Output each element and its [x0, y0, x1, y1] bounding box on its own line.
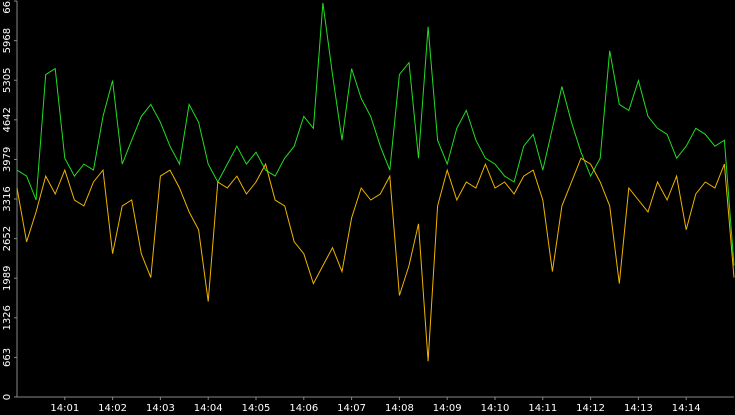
y-tick-label: 6632 — [2, 0, 13, 14]
x-tick-label: 14:06 — [289, 403, 318, 414]
y-tick-label: 663 — [2, 348, 13, 367]
x-tick-label: 14:13 — [624, 403, 653, 414]
x-tick-label: 14:05 — [242, 403, 271, 414]
y-tick-label: 3316 — [2, 186, 13, 211]
x-tick-label: 14:01 — [50, 403, 79, 414]
y-tick-label: 4642 — [2, 107, 13, 132]
x-tick-label: 14:07 — [337, 403, 366, 414]
y-tick-label: 5968 — [2, 28, 13, 53]
x-tick-label: 14:02 — [98, 403, 127, 414]
y-tick-label: 1989 — [2, 266, 13, 291]
x-tick-label: 14:04 — [194, 403, 223, 414]
series-line — [16, 157, 735, 362]
y-tick-label: 1326 — [2, 305, 13, 330]
x-tick-label: 14:10 — [481, 403, 510, 414]
y-tick-label: 2652 — [2, 226, 13, 251]
x-tick-label: 14:09 — [433, 403, 462, 414]
y-tick-label: 3979 — [2, 147, 13, 172]
x-tick-label: 14:12 — [576, 403, 605, 414]
x-tick-label: 14:08 — [385, 403, 414, 414]
y-tick-label: 0 — [2, 394, 13, 400]
series-line — [16, 2, 735, 266]
x-tick-label: 14:03 — [146, 403, 175, 414]
x-tick-label: 14:11 — [528, 403, 557, 414]
y-tick-label: 5305 — [2, 68, 13, 93]
x-tick-label: 14:14 — [672, 403, 701, 414]
